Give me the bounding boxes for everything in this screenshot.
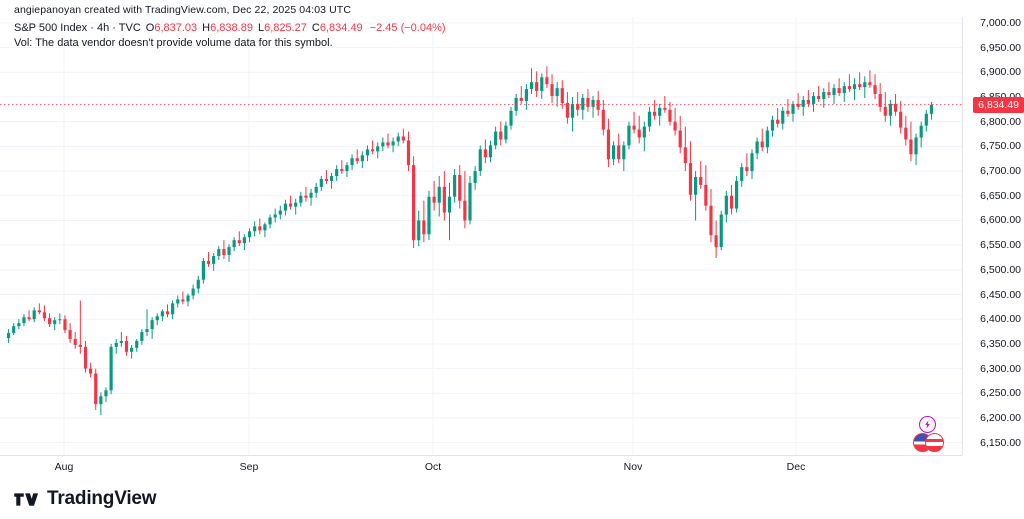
price-scale[interactable]: 7,000.006,950.006,900.006,850.006,800.00… <box>962 17 1024 455</box>
time-scale[interactable]: Aug Sep Oct Nov Dec <box>0 455 962 480</box>
candlestick-series <box>6 66 934 416</box>
price-tick-label: 6,400.00 <box>980 313 1021 326</box>
time-tick-label: Sep <box>239 461 259 473</box>
footer-bar: TradingView <box>0 479 1024 519</box>
tradingview-wordmark: TradingView <box>47 488 157 509</box>
lightning-bolt-icon[interactable] <box>919 416 936 433</box>
price-tick-label: 6,900.00 <box>980 66 1021 79</box>
time-tick-label: Aug <box>54 461 74 473</box>
us-flag-icon-right[interactable] <box>925 433 944 452</box>
price-tick-label: 6,450.00 <box>980 288 1021 301</box>
price-tick-label: 6,250.00 <box>980 387 1021 400</box>
bolt-glyph <box>925 420 930 429</box>
price-tick-label: 6,500.00 <box>980 263 1021 276</box>
price-tick-label: 6,600.00 <box>980 214 1021 227</box>
chart-gridlines <box>0 17 962 455</box>
chart-pane[interactable] <box>0 17 962 455</box>
time-tick-label: Dec <box>786 461 806 473</box>
price-tick-label: 6,350.00 <box>980 337 1021 350</box>
tradingview-logo: TradingView <box>14 488 157 510</box>
price-tick-label: 6,700.00 <box>980 165 1021 178</box>
price-tick-label: 6,200.00 <box>980 411 1021 424</box>
tradingview-mark-icon <box>14 492 39 506</box>
price-tick-label: 6,650.00 <box>980 189 1021 202</box>
price-tick-label: 6,150.00 <box>980 436 1021 449</box>
price-tick-label: 7,000.00 <box>980 16 1021 29</box>
price-tick-label: 6,300.00 <box>980 362 1021 375</box>
price-tick-label: 6,800.00 <box>980 115 1021 128</box>
price-tick-label: 6,550.00 <box>980 239 1021 252</box>
time-tick-label: Oct <box>424 461 442 473</box>
current-price-line <box>0 104 962 106</box>
price-tick-label: 6,950.00 <box>980 41 1021 54</box>
chart-badges <box>913 416 949 458</box>
current-price-badge: 6,834.49 <box>973 96 1024 113</box>
price-tick-label: 6,750.00 <box>980 140 1021 153</box>
attribution-text: angiepanoyan created with TradingView.co… <box>14 4 352 16</box>
time-tick-label: Nov <box>623 461 643 473</box>
